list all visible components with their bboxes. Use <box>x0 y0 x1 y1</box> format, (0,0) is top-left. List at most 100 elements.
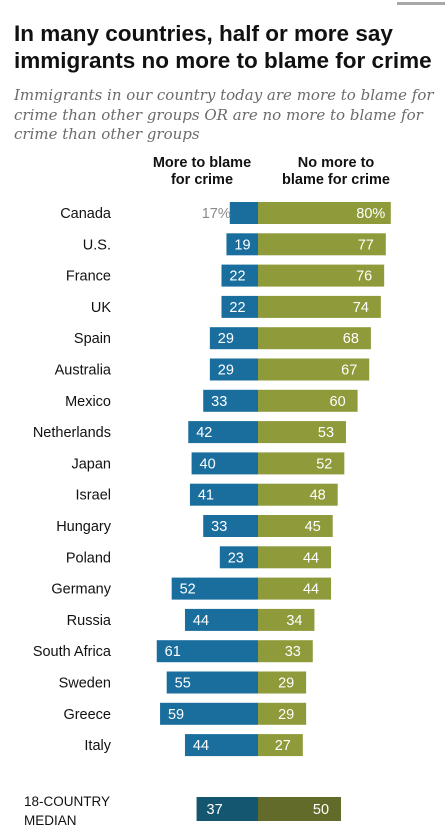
value-label-no-more: 29 <box>278 707 294 723</box>
median-bar-no-more-to-blame <box>258 797 341 821</box>
bar-more-to-blame <box>229 202 258 224</box>
bar-more-to-blame <box>221 295 258 318</box>
bar-more-to-blame <box>209 358 258 381</box>
value-label-more: 33 <box>211 519 227 535</box>
country-label: UK <box>91 300 111 316</box>
country-label: Canada <box>60 206 112 222</box>
value-label-no-more: 34 <box>286 613 302 629</box>
value-label-more: 29 <box>218 363 234 379</box>
value-label-no-more: 45 <box>305 519 321 535</box>
bar-no-more-to-blame <box>258 202 391 224</box>
median-label: MEDIAN <box>24 813 77 828</box>
median-label: 18-COUNTRY <box>24 794 110 809</box>
bar-no-more-to-blame <box>258 671 307 694</box>
median-bar-more-to-blame <box>196 797 258 821</box>
country-label: Japan <box>71 456 111 472</box>
country-label: South Africa <box>33 644 112 660</box>
bar-no-more-to-blame <box>258 264 385 287</box>
bar-no-more-to-blame <box>258 640 313 663</box>
country-label: Russia <box>67 613 112 629</box>
value-label-more: 17% <box>202 206 231 222</box>
bar-more-to-blame <box>189 483 258 506</box>
bar-no-more-to-blame <box>258 233 386 256</box>
bar-more-to-blame <box>219 546 258 569</box>
country-label: Mexico <box>65 394 111 410</box>
country-label: Spain <box>74 331 111 347</box>
bar-more-to-blame <box>160 702 258 725</box>
chart-subtitle: Immigrants in our country today are more… <box>14 86 434 143</box>
top-accent-line <box>397 2 445 5</box>
bar-more-to-blame <box>156 640 258 663</box>
bar-no-more-to-blame <box>258 483 338 506</box>
value-label-more: 22 <box>229 269 245 285</box>
bar-no-more-to-blame <box>258 608 315 631</box>
median-value-no-more: 50 <box>313 802 329 818</box>
value-label-no-more: 67 <box>341 363 357 379</box>
bar-more-to-blame <box>226 233 258 256</box>
value-label-no-more: 44 <box>303 582 319 598</box>
value-label-more: 55 <box>175 676 191 692</box>
value-label-no-more: 33 <box>285 644 301 660</box>
value-label-no-more: 44 <box>303 550 319 566</box>
bar-no-more-to-blame <box>258 515 333 537</box>
bar-more-to-blame <box>188 421 258 444</box>
bar-no-more-to-blame <box>258 421 346 444</box>
bar-no-more-to-blame <box>258 702 307 725</box>
value-label-no-more: 74 <box>353 300 369 316</box>
bar-more-to-blame <box>221 264 258 287</box>
value-label-no-more: 53 <box>318 425 334 441</box>
bar-no-more-to-blame <box>258 546 332 569</box>
country-label: France <box>66 269 111 285</box>
median-value-more: 37 <box>207 802 223 818</box>
value-label-no-more: 52 <box>316 456 332 472</box>
value-label-no-more: 68 <box>343 331 359 347</box>
bar-more-to-blame <box>184 734 258 757</box>
chart-title: In many countries, half or more say immi… <box>14 21 432 73</box>
value-label-more: 33 <box>211 394 227 410</box>
bar-no-more-to-blame <box>258 734 303 757</box>
bar-no-more-to-blame <box>258 327 371 350</box>
value-label-more: 61 <box>165 644 181 660</box>
country-label: Germany <box>51 582 111 598</box>
value-label-more: 42 <box>196 425 212 441</box>
value-label-more: 52 <box>180 582 196 598</box>
value-label-no-more: 76 <box>356 269 372 285</box>
bar-more-to-blame <box>171 577 258 600</box>
bar-more-to-blame <box>203 515 258 537</box>
value-label-more: 19 <box>234 237 250 253</box>
value-label-no-more: 77 <box>358 237 374 253</box>
value-label-more: 44 <box>193 613 209 629</box>
bar-more-to-blame <box>166 671 258 694</box>
value-label-more: 59 <box>168 707 184 723</box>
country-label: Netherlands <box>33 425 111 441</box>
value-label-no-more: 27 <box>275 738 291 754</box>
column-header-more: More to blame for crime <box>152 155 252 188</box>
value-label-no-more: 29 <box>278 676 294 692</box>
country-label: Israel <box>76 488 111 504</box>
value-label-more: 29 <box>218 331 234 347</box>
country-label: Greece <box>63 707 111 723</box>
country-label: Sweden <box>59 676 111 692</box>
bar-more-to-blame <box>191 452 258 475</box>
value-label-more: 40 <box>200 456 216 472</box>
country-label: Italy <box>84 738 111 754</box>
value-label-no-more: 48 <box>310 488 326 504</box>
bar-more-to-blame <box>184 608 258 631</box>
country-label: Australia <box>55 363 112 379</box>
value-label-no-more: 80% <box>356 206 385 222</box>
bar-no-more-to-blame <box>258 389 358 412</box>
value-label-more: 22 <box>229 300 245 316</box>
value-label-more: 23 <box>228 550 244 566</box>
bar-more-to-blame <box>209 327 258 350</box>
bar-no-more-to-blame <box>258 358 370 381</box>
value-label-no-more: 60 <box>330 394 346 410</box>
country-label: Hungary <box>56 519 112 535</box>
column-header-no-more: No more to blame for crime <box>282 155 390 188</box>
country-label: U.S. <box>83 237 111 253</box>
value-label-more: 44 <box>193 738 209 754</box>
bar-no-more-to-blame <box>258 577 332 600</box>
bar-no-more-to-blame <box>258 452 345 475</box>
bar-no-more-to-blame <box>258 295 381 318</box>
country-label: Poland <box>66 550 111 566</box>
